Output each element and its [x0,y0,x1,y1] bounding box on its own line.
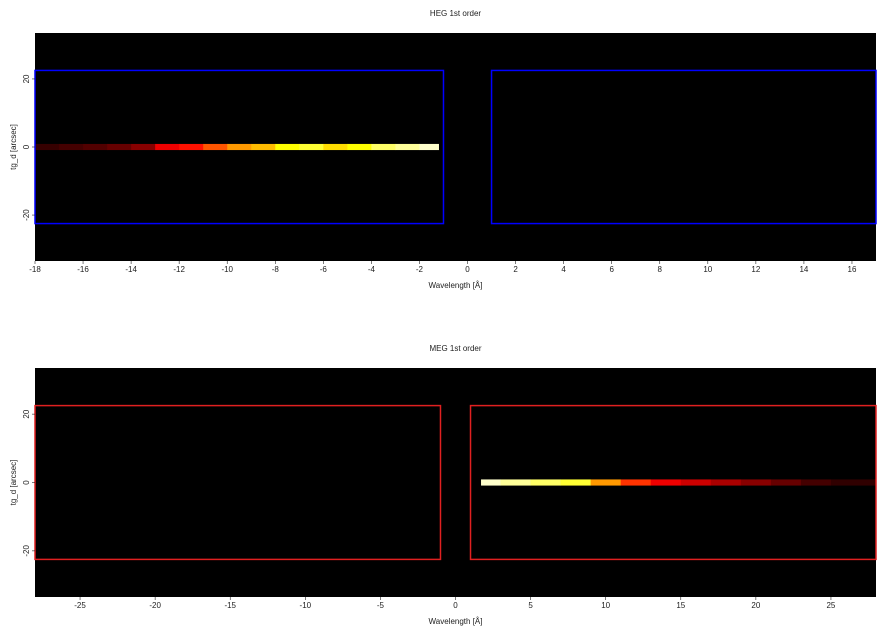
x-tick-label: -10 [300,601,312,610]
streak-bin [680,479,712,486]
streak-bin [83,143,108,151]
streak-bin [710,479,742,486]
x-tick-label: 4 [561,265,566,274]
x-tick-label: -16 [77,265,89,274]
streak-bin [590,479,621,486]
streak-bin [59,143,84,151]
x-tick-label: 16 [848,265,857,274]
streak-bin [650,479,682,486]
extraction-region [469,404,877,561]
y-axis-label: tg_d [arcsec] [9,124,18,170]
x-tick-label: -8 [272,265,280,274]
streak-bin [107,143,132,151]
x-axis-label: Wavelength [Å] [429,281,483,290]
streak-bin [740,479,772,486]
streak-bin [155,143,180,151]
streak-bin [299,143,324,151]
streak-bin [35,143,60,151]
streak-bin [419,143,439,151]
y-axis-label: tg_d [arcsec] [9,460,18,506]
y-tick-label: -20 [22,209,31,221]
streak-bin [227,143,252,151]
x-tick-label: -6 [320,265,328,274]
x-tick-label: 12 [751,265,760,274]
y-tick-label: 20 [22,409,31,418]
x-tick-label: -14 [125,265,137,274]
y-tick-label: 0 [22,480,31,485]
streak-bin [560,479,591,486]
x-tick-label: 2 [513,265,518,274]
streak-bin [481,479,501,486]
streak-bin [323,143,348,151]
y-tick-label: 0 [22,144,31,149]
streak-bin [530,479,561,486]
x-tick-label: 0 [465,265,470,274]
x-tick-label: 14 [799,265,808,274]
x-tick-label: 20 [751,601,760,610]
x-tick-label: -12 [173,265,185,274]
streak-bin [203,143,228,151]
x-tick-label: 15 [676,601,685,610]
x-tick-label: -25 [74,601,86,610]
y-tick-label: -20 [22,545,31,557]
x-axis-label: Wavelength [Å] [429,617,483,626]
x-tick-label: -4 [368,265,376,274]
x-tick-label: 5 [528,601,533,610]
x-tick-label: 10 [703,265,712,274]
x-tick-label: -5 [377,601,385,610]
streak-bin [830,479,877,486]
y-tick-label: 20 [22,74,31,83]
streak-bin [770,479,802,486]
extraction-region [490,69,877,225]
streak-bin [800,479,832,486]
x-tick-label: 8 [658,265,663,274]
chart-title: HEG 1st order [430,9,481,18]
x-tick-label: -18 [29,265,41,274]
x-tick-label: -20 [149,601,161,610]
chart-title: MEG 1st order [429,344,481,353]
x-tick-label: 10 [601,601,610,610]
x-tick-label: -10 [221,265,233,274]
streak-bin [251,143,276,151]
streak-bin [500,479,531,486]
streak-bin [131,143,156,151]
x-tick-label: -2 [416,265,424,274]
streak-bin [275,143,300,151]
streak-bin [620,479,652,486]
streak-bin [347,143,372,151]
x-tick-label: 25 [826,601,835,610]
x-tick-label: -15 [224,601,236,610]
streak-bin [395,143,420,151]
streak-bin [179,143,204,151]
x-tick-label: 0 [453,601,458,610]
streak-bin [371,143,396,151]
x-tick-label: 6 [609,265,614,274]
